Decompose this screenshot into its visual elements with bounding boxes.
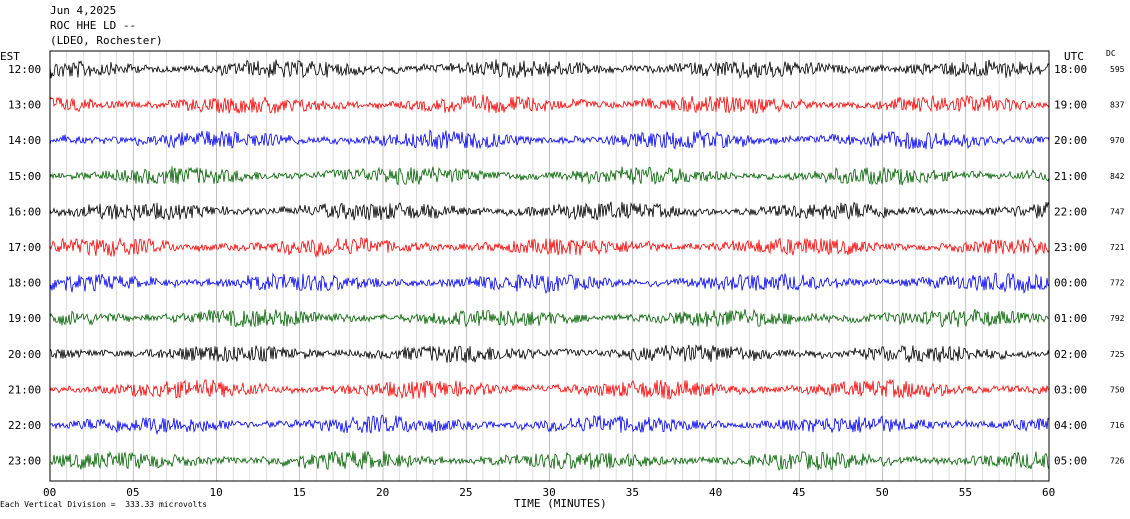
header-station: ROC HHE LD -- [50,19,137,32]
est-tick-label: 17:00 [8,241,41,254]
trace-row-1500 [49,166,1050,186]
dc-value-label: 725 [1110,350,1125,359]
minute-grid [49,51,1050,481]
plot-frame [49,50,1050,482]
trace-row-1600 [49,201,1050,222]
trace-row-2100 [49,378,1050,401]
x-tick-label: 55 [959,486,972,499]
est-axis-label: EST [0,50,20,63]
trace-row-2200 [49,414,1050,436]
trace-row-1200 [49,59,1050,80]
x-tick-label: 10 [210,486,223,499]
utc-tick-label: 04:00 [1054,419,1087,432]
est-tick-label: 16:00 [8,205,41,218]
x-tick-label: 45 [792,486,805,499]
est-tick-label: 12:00 [8,63,41,76]
trace-row-1400 [49,128,1050,150]
scale-note: Each Vertical Division = 333.33 microvol… [0,500,208,509]
x-tick-label: 50 [876,486,889,499]
x-tick-label: 35 [626,486,639,499]
dc-value-label: 792 [1110,314,1125,323]
axis-labels: 12:00 18:00 595 13:00 19:00 837 14:00 20:00 970 1… [8,63,1125,499]
x-tick-label: 25 [459,486,472,499]
trace-row-2300 [49,450,1050,471]
utc-tick-label: 05:00 [1054,455,1087,468]
utc-tick-label: 23:00 [1054,241,1087,254]
est-tick-label: 20:00 [8,348,41,361]
utc-tick-label: 02:00 [1054,348,1087,361]
header-network: (LDEO, Rochester) [50,34,163,47]
dc-value-label: 721 [1110,243,1125,252]
trace-row-1700 [49,236,1050,259]
trace-row-2000 [49,344,1050,363]
est-tick-label: 18:00 [8,277,41,290]
dc-value-label: 772 [1110,279,1125,288]
dc-value-label: 716 [1110,421,1125,430]
utc-tick-label: 22:00 [1054,205,1087,218]
dc-value-label: 837 [1110,101,1125,110]
x-axis-title: TIME (MINUTES) [514,497,607,510]
dc-value-label: 842 [1110,172,1125,181]
x-tick-label: 00 [43,486,56,499]
x-tick-label: 05 [126,486,139,499]
dc-value-label: 750 [1110,385,1125,394]
x-tick-label: 30 [543,486,556,499]
x-tick-label: 15 [293,486,306,499]
dc-value-label: 970 [1110,136,1125,145]
utc-tick-label: 19:00 [1054,99,1087,112]
x-tick-label: 60 [1042,486,1055,499]
est-tick-label: 19:00 [8,312,41,325]
est-tick-label: 22:00 [8,419,41,432]
est-tick-label: 14:00 [8,134,41,147]
utc-tick-label: 03:00 [1054,383,1087,396]
header-date: Jun 4,2025 [50,4,117,17]
x-tick-label: 40 [709,486,722,499]
utc-tick-label: 21:00 [1054,170,1087,183]
trace-row-1300 [49,94,1050,115]
dc-header-label: DC [1106,49,1116,58]
utc-axis-label: UTC [1064,50,1084,63]
x-tick-label: 20 [376,486,389,499]
est-tick-label: 15:00 [8,170,41,183]
dc-value-label: 726 [1110,457,1125,466]
trace-row-1800 [49,272,1050,295]
utc-tick-label: 20:00 [1054,134,1087,147]
seismic-traces [49,59,1050,471]
trace-row-1900 [49,308,1050,328]
utc-tick-label: 18:00 [1054,63,1087,76]
est-tick-label: 21:00 [8,383,41,396]
est-tick-label: 13:00 [8,99,41,112]
dc-value-label: 747 [1110,207,1125,216]
utc-tick-label: 00:00 [1054,277,1087,290]
dc-value-label: 595 [1110,65,1125,74]
est-tick-label: 23:00 [8,455,41,468]
utc-tick-label: 01:00 [1054,312,1087,325]
